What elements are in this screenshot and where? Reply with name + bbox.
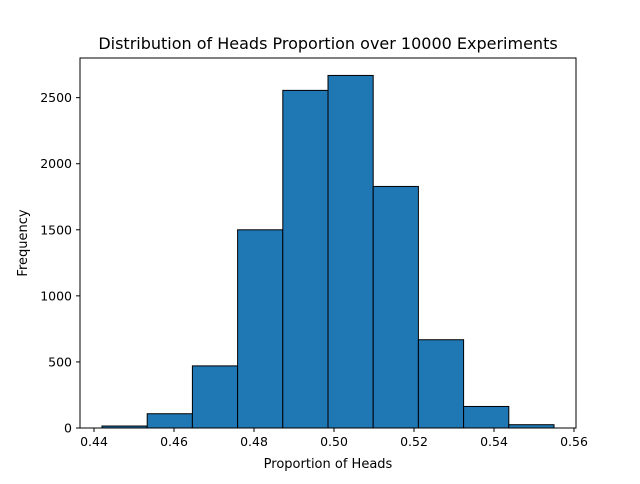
y-axis-ticks: 0 500 1000 1500 2000 2500 xyxy=(40,90,80,436)
y-tick-label: 1500 xyxy=(40,222,72,237)
histogram-bar xyxy=(237,229,284,429)
x-tick-label: 0.52 xyxy=(400,434,428,449)
x-tick-label: 0.56 xyxy=(560,434,588,449)
y-tick-label: 2000 xyxy=(40,156,72,171)
x-tick-label: 0.48 xyxy=(240,434,268,449)
y-tick-label: 0 xyxy=(64,421,72,436)
y-tick-label: 500 xyxy=(48,354,72,369)
x-axis-ticks: 0.44 0.46 0.48 0.50 0.52 0.54 0.56 xyxy=(80,428,588,449)
histogram-bar xyxy=(417,339,465,429)
x-tick-label: 0.50 xyxy=(320,434,348,449)
histogram-bar xyxy=(372,185,419,429)
histogram-bars xyxy=(101,74,555,429)
plot-area-frame xyxy=(79,57,577,429)
histogram-bar xyxy=(282,89,329,429)
y-tick-label: 2500 xyxy=(40,90,72,105)
histogram-bar xyxy=(146,413,193,429)
y-tick-label: 1000 xyxy=(40,288,72,303)
x-tick-label: 0.46 xyxy=(160,434,188,449)
y-axis-label: Frequency xyxy=(16,209,31,276)
x-tick-label: 0.54 xyxy=(480,434,508,449)
histogram-bar xyxy=(463,405,510,429)
x-tick-label: 0.44 xyxy=(80,434,108,449)
histogram-bar xyxy=(327,74,374,429)
x-axis-label: Proportion of Heads xyxy=(264,457,393,472)
histogram-bar xyxy=(191,365,239,429)
chart-title: Distribution of Heads Proportion over 10… xyxy=(98,34,557,53)
